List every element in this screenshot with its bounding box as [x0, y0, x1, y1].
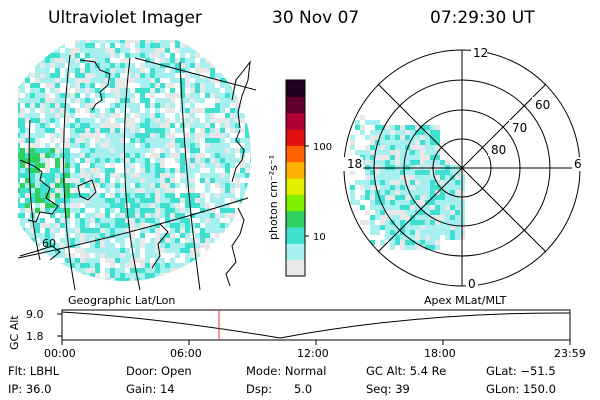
time-label: 07:29:30 UT: [430, 8, 535, 28]
altitude-timeline: GC Alt 9.0 1.8 00:00 06:00 12:00 18:00 2…: [8, 308, 586, 360]
coastlines: [19, 59, 251, 287]
aurora-intensity-pixels: [18, 40, 251, 281]
gain-info: Gain: 14: [126, 382, 175, 396]
y-tick-1-8: 1.8: [26, 330, 44, 343]
date-label: 30 Nov 07: [272, 8, 360, 28]
mlt-label-0: 0: [468, 277, 476, 291]
mlt-label-18: 18: [347, 157, 362, 171]
seq-info: Seq: 39: [366, 382, 410, 396]
timeline-axis-label: GC Alt: [8, 315, 21, 350]
x-tick-0000: 00:00: [44, 347, 76, 360]
mlt-label-12: 12: [473, 46, 488, 60]
gc-alt-info: GC Alt: 5.4 Re: [366, 364, 447, 378]
mlt-label-6: 6: [574, 157, 582, 171]
glon-info: GLon: 150.0: [486, 382, 556, 396]
dsp-info: Dsp: 5.0: [246, 382, 313, 396]
colorbar-tick-10: 10: [313, 232, 326, 243]
x-tick-0600: 06:00: [170, 347, 202, 360]
mlat-label-60: 60: [535, 98, 550, 112]
x-tick-1200: 12:00: [297, 347, 329, 360]
x-tick-1800: 18:00: [424, 347, 456, 360]
altitude-curve: [61, 311, 571, 339]
x-tick-2359: 23:59: [554, 347, 586, 360]
latitude-line: [18, 197, 249, 259]
ip-info: IP: 36.0: [8, 382, 52, 396]
colorbar-unit-label: photon cm⁻²s⁻¹: [267, 155, 280, 240]
latitude-label: 60: [42, 237, 56, 250]
y-tick-9: 9.0: [26, 308, 44, 321]
filter-info: Flt: LBHL: [8, 364, 60, 378]
mlat-label-80: 80: [491, 143, 506, 157]
glat-info: GLat: −51.5: [486, 364, 556, 378]
app-title: Ultraviolet Imager: [48, 8, 202, 28]
longitude-lines: [28, 54, 256, 290]
mode-info: Mode: Normal: [246, 364, 327, 378]
door-info: Door: Open: [126, 364, 192, 378]
polar-plot: 12 18 6 0 60 70 80: [343, 45, 584, 291]
geographic-map: 60: [18, 40, 256, 290]
geo-caption: Geographic Lat/Lon: [68, 294, 175, 307]
apex-caption: Apex MLat/MLT: [424, 294, 507, 307]
colorbar-tick-100: 100: [313, 142, 332, 153]
color-bar: 100 10 photon cm⁻²s⁻¹: [267, 79, 332, 277]
mlat-label-70: 70: [512, 121, 527, 135]
